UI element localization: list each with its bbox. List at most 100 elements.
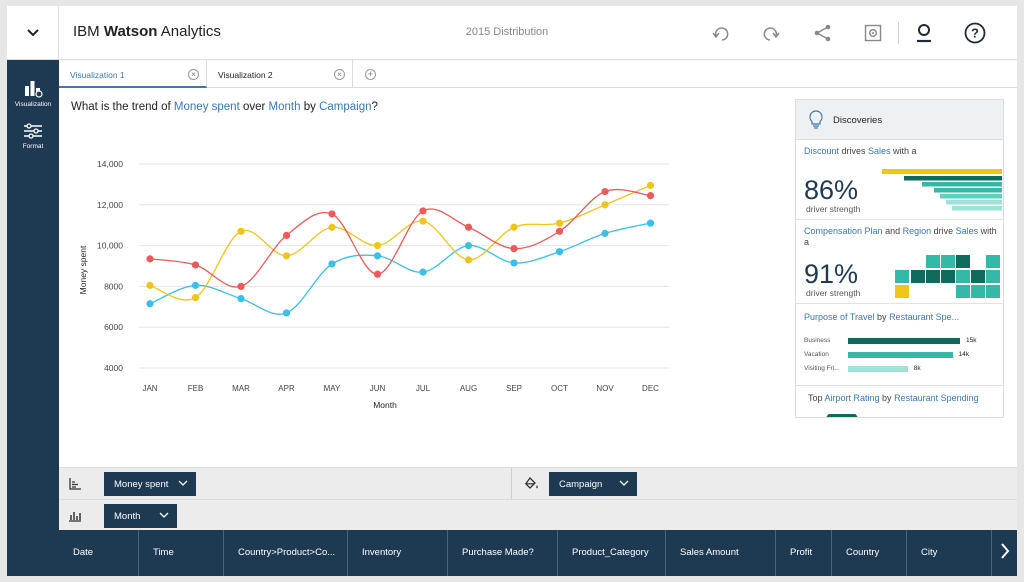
column-header[interactable]: Sales Amount <box>666 530 776 576</box>
redo-icon[interactable] <box>759 21 783 45</box>
shelf-divider <box>511 468 512 500</box>
app-window: IBM Watson Analytics 2015 Distribution ?… <box>7 6 1017 576</box>
column-header[interactable]: City <box>921 547 938 558</box>
y-tick-label: 10,000 <box>97 241 123 251</box>
help-icon[interactable]: ? <box>963 21 987 45</box>
tab-visualization-2[interactable]: Visualization 2 × <box>207 60 353 88</box>
data-point <box>419 217 427 225</box>
data-point <box>328 223 336 231</box>
data-point <box>237 227 245 235</box>
measure-dropdown[interactable]: Money spent <box>104 472 196 496</box>
svg-text:?: ? <box>971 26 979 41</box>
discovery-text: Top Airport Rating by Restaurant Spendin… <box>808 393 979 403</box>
x-axis-label: Month <box>373 400 397 410</box>
driver-strength-value: 91% <box>804 259 859 289</box>
data-point <box>191 261 200 269</box>
tab-bar: Visualization 1 × Visualization 2 × + <box>59 60 1017 88</box>
measure-keyword[interactable]: Money spent <box>173 101 240 113</box>
discoveries-panel: Discoveries Discount drives Sales with a… <box>795 99 1004 418</box>
data-point <box>510 259 518 267</box>
x-tick-label: JAN <box>142 384 157 393</box>
data-point <box>282 231 291 239</box>
y-tick-label: 8000 <box>104 281 123 291</box>
discovery-card-compensation[interactable]: Compensation Plan and Region drive Sales… <box>796 220 1003 304</box>
axis-chart-icon[interactable] <box>69 477 81 495</box>
x-tick-label: NOV <box>596 384 614 393</box>
header-divider <box>898 22 899 44</box>
discovery-card-discount[interactable]: Discount drives Sales with a 86% driver … <box>796 140 1003 220</box>
dimension-keyword[interactable]: Month <box>268 101 301 113</box>
discount-bars-graphic <box>882 169 1002 211</box>
data-point <box>282 309 291 317</box>
x-tick-label: JUL <box>416 384 431 393</box>
tab-visualization-1[interactable]: Visualization 1 × <box>59 60 207 88</box>
data-point <box>328 260 336 268</box>
column-header[interactable]: Profit <box>776 530 832 576</box>
discovery-text: Compensation Plan and Region drive Sales… <box>804 226 997 247</box>
bar-value: 8k <box>913 365 921 372</box>
save-icon[interactable] <box>861 21 885 45</box>
next-columns-button[interactable] <box>991 530 1017 576</box>
color-by-dropdown[interactable]: Campaign <box>549 472 637 496</box>
close-icon[interactable]: × <box>188 69 199 80</box>
group-keyword[interactable]: Campaign <box>319 101 372 113</box>
data-point <box>601 201 609 209</box>
discovery-card-airport[interactable]: Top Airport Rating by Restaurant Spendin… <box>796 386 1003 417</box>
data-point <box>464 242 473 250</box>
app-brand: IBM Watson Analytics <box>73 23 221 40</box>
document-title: 2015 Distribution <box>465 26 549 38</box>
paint-bucket-icon[interactable] <box>524 477 539 495</box>
bar-label: Vacation <box>804 351 829 358</box>
chevron-down-icon <box>178 478 188 489</box>
x-tick-label: MAY <box>324 384 341 393</box>
data-columns-bar: Date Time Country>Product>Co... Inventor… <box>59 530 1017 576</box>
data-point <box>646 192 655 200</box>
column-header[interactable]: Country>Product>Co... <box>224 530 348 576</box>
heatmap-graphic <box>895 255 1000 298</box>
column-header[interactable]: Time <box>139 530 224 576</box>
data-point <box>328 210 336 218</box>
x-tick-label: MAR <box>232 384 250 393</box>
x-tick-label: DEC <box>642 384 659 393</box>
bar <box>848 352 953 358</box>
line-chart: 14,000 12,000 10,000 8000 6000 4000 JAN FEB MAR A… <box>78 159 669 410</box>
column-header[interactable]: Country <box>832 530 907 576</box>
column-header[interactable]: Purchase Made? <box>448 530 558 576</box>
sidebar-item-format[interactable]: Format <box>7 122 59 150</box>
discoveries-title: Discoveries <box>833 115 883 126</box>
data-point <box>555 248 564 256</box>
chevron-down-icon <box>26 24 39 42</box>
bar-value: 15k <box>966 337 977 344</box>
user-icon[interactable] <box>912 21 936 45</box>
share-icon[interactable] <box>811 21 835 45</box>
bar-value: 14k <box>958 351 970 358</box>
undo-icon[interactable] <box>709 21 733 45</box>
driver-strength-value: 86% <box>804 175 859 205</box>
add-tab-icon[interactable]: + <box>365 69 376 80</box>
data-point <box>146 255 154 263</box>
sidebar-item-visualization[interactable]: Visualization <box>7 78 59 108</box>
data-point <box>419 207 427 215</box>
bar-label: Visiting Fri... <box>804 365 840 372</box>
data-point <box>237 282 245 290</box>
visualization-icon <box>7 78 59 98</box>
data-point <box>282 252 291 260</box>
bar-chart-icon[interactable] <box>69 509 81 527</box>
discovery-text: Purpose of Travel by Restaurant Spe... <box>804 312 960 322</box>
main-menu-button[interactable] <box>7 6 59 60</box>
chevron-down-icon <box>159 510 169 521</box>
visualization-question: What is the trend of Money spent over Mo… <box>71 101 378 113</box>
chevron-right-icon <box>1000 542 1010 565</box>
series-line-asia <box>149 188 651 288</box>
column-header[interactable]: Date <box>59 530 139 576</box>
close-icon[interactable]: × <box>334 69 345 80</box>
axis-dimension-dropdown[interactable]: Month <box>104 504 177 528</box>
column-header[interactable]: Inventory <box>348 530 448 576</box>
data-point <box>646 219 655 227</box>
discovery-card-purpose[interactable]: Purpose of Travel by Restaurant Spe... B… <box>796 304 1003 386</box>
column-header[interactable]: Product_Category <box>558 530 666 576</box>
tab-label: Visualization 1 <box>70 70 125 80</box>
data-point <box>646 181 655 190</box>
data-point <box>419 268 427 276</box>
data-point <box>510 245 518 253</box>
